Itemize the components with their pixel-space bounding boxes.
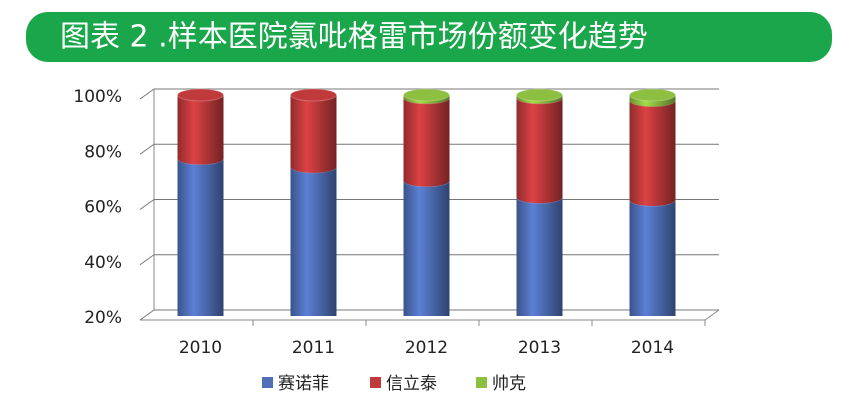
bar-segment <box>516 97 563 198</box>
bar-bottom <box>630 365 676 377</box>
bar-top <box>629 88 676 102</box>
grid-diagonal <box>139 199 155 210</box>
x-tick-label: 2012 <box>405 338 448 358</box>
x-tick-label: 2011 <box>292 338 335 358</box>
title-banner <box>26 12 832 62</box>
bar-segment <box>290 95 337 167</box>
bar-bottom <box>516 191 563 204</box>
bar-top <box>403 88 450 102</box>
x-tick-label: 2010 <box>179 338 222 358</box>
y-tick-label: 60% <box>84 198 122 218</box>
legend-label: 赛诺菲 <box>278 373 329 394</box>
grid-diagonal <box>139 254 155 266</box>
grid-diagonal <box>139 143 155 155</box>
legend-swatch <box>370 377 381 388</box>
x-tick-label: 2014 <box>631 338 674 358</box>
bar-segment <box>177 158 224 316</box>
chart-title: 图表 2 .样本医院氯吡格雷市场份额变化趋势 <box>60 20 648 55</box>
bar-segment <box>290 166 337 316</box>
y-tick-label: 40% <box>84 253 122 273</box>
bar-top <box>290 88 337 102</box>
bar-bottom <box>403 174 450 187</box>
y-tick-label: 80% <box>84 142 122 162</box>
grid-diagonal <box>139 88 155 100</box>
floor-edge <box>704 309 720 321</box>
bar-segment <box>629 199 676 316</box>
bar-segment <box>629 100 676 200</box>
legend-label: 信立泰 <box>386 374 437 394</box>
bar-segment <box>177 95 224 159</box>
bar-bottom <box>629 193 676 206</box>
grid-diagonal <box>139 309 155 321</box>
bars <box>177 88 676 377</box>
bar-bottom <box>178 365 224 377</box>
legend-swatch <box>476 377 487 388</box>
legend-label: 帅克 <box>492 374 526 394</box>
legend-swatch <box>262 377 273 388</box>
bar-bottom <box>290 160 337 173</box>
y-tick-label: 100% <box>73 87 122 107</box>
x-tick-label: 2013 <box>518 338 561 358</box>
bar-segment <box>516 197 563 316</box>
bar-top <box>516 88 563 102</box>
bar-segment <box>403 180 450 316</box>
bar-segment <box>403 97 450 181</box>
y-tick-label: 20% <box>84 308 122 328</box>
bar-bottom <box>177 152 224 165</box>
bar-top <box>177 88 224 102</box>
